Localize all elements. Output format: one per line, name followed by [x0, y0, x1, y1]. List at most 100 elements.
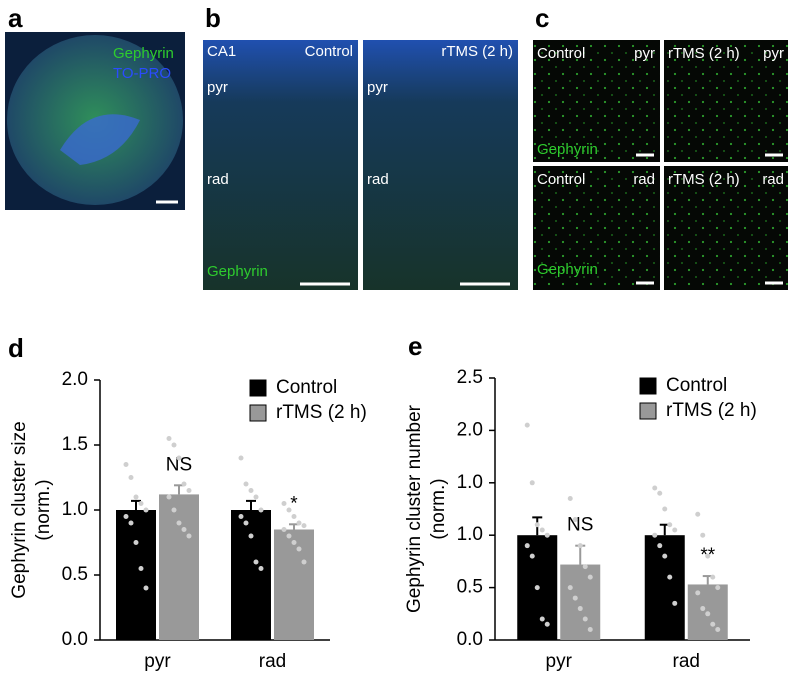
data-point — [301, 523, 307, 529]
x-tick-label: pyr — [144, 651, 171, 672]
legend-label: rTMS (2 h) — [276, 402, 367, 423]
micrograph — [203, 40, 358, 290]
data-point — [128, 520, 134, 526]
bar — [274, 529, 314, 640]
condition-label: rTMS (2 h) — [668, 171, 740, 188]
significance-label: * — [290, 493, 298, 514]
panel-label: b — [205, 3, 221, 33]
significance-label: NS — [166, 454, 192, 475]
bar — [159, 494, 199, 640]
data-point — [672, 600, 678, 606]
y-axis-label: (norm.) — [33, 479, 54, 540]
data-point — [286, 533, 292, 539]
y-tick-label: 2.0 — [457, 419, 483, 440]
data-point — [171, 442, 177, 448]
data-point — [524, 422, 530, 428]
data-point — [143, 507, 149, 513]
data-point — [572, 595, 578, 601]
data-point — [176, 520, 182, 526]
data-point — [301, 559, 307, 565]
data-point — [248, 533, 254, 539]
region-label: CA1 — [207, 43, 236, 60]
layer-label: pyr — [207, 79, 228, 96]
data-point — [667, 522, 673, 528]
micrograph — [533, 166, 660, 290]
data-point — [186, 488, 192, 493]
data-point — [705, 611, 711, 617]
y-tick-label: 1.0 — [62, 499, 88, 520]
y-tick-label: 0.0 — [62, 629, 88, 650]
data-point — [534, 522, 540, 528]
y-tick-label: 0.5 — [457, 577, 483, 598]
legend-swatch — [639, 402, 657, 420]
data-point — [587, 574, 593, 580]
micrograph — [533, 40, 660, 162]
data-point — [253, 559, 259, 565]
data-point — [253, 494, 259, 500]
data-point — [176, 455, 182, 461]
condition-label: rTMS (2 h) — [441, 43, 513, 60]
data-point — [652, 485, 658, 491]
layer-label: rad — [762, 171, 784, 188]
data-point — [657, 543, 663, 549]
y-tick-label: 2.0 — [62, 369, 88, 390]
y-tick-label: 0.5 — [62, 564, 88, 585]
data-point — [534, 585, 540, 591]
condition-label: Control — [305, 43, 353, 60]
data-point — [567, 585, 573, 591]
data-point — [238, 455, 244, 461]
data-point — [143, 585, 149, 591]
data-point — [529, 553, 535, 559]
data-point — [700, 606, 706, 612]
legend-swatch — [249, 404, 267, 422]
data-point — [582, 564, 588, 570]
data-point — [529, 480, 535, 486]
x-tick-label: rad — [673, 651, 700, 672]
data-point — [695, 511, 701, 517]
y-tick-label: 1.0 — [457, 472, 483, 493]
x-tick-label: rad — [259, 651, 286, 672]
legend-label: Control — [276, 377, 337, 398]
data-point — [171, 507, 177, 513]
layer-label: rad — [207, 171, 229, 188]
legend-swatch — [249, 379, 267, 397]
data-point — [662, 553, 668, 559]
data-point — [700, 532, 706, 538]
legend-swatch — [639, 377, 657, 395]
data-point — [248, 488, 254, 493]
bar — [644, 535, 685, 640]
panel-label: a — [8, 3, 23, 33]
layer-label: rad — [367, 171, 389, 188]
micrograph — [664, 166, 788, 290]
data-point — [544, 532, 550, 538]
data-point — [577, 606, 583, 612]
condition-label: rTMS (2 h) — [668, 45, 740, 62]
layer-label: pyr — [634, 45, 655, 62]
micrograph — [664, 40, 788, 162]
data-point — [539, 616, 545, 622]
condition-label: Control — [537, 45, 585, 62]
data-point — [181, 481, 187, 487]
data-point — [181, 527, 187, 532]
data-point — [695, 590, 701, 596]
data-point — [567, 496, 573, 502]
panel-label: e — [408, 331, 422, 361]
panel-label: c — [535, 3, 549, 33]
legend-label: rTMS (2 h) — [666, 400, 757, 421]
data-point — [166, 436, 172, 441]
data-point — [539, 527, 545, 533]
stain-label: Gephyrin — [537, 261, 598, 278]
data-point — [572, 516, 578, 522]
data-point — [166, 494, 172, 500]
data-point — [296, 546, 302, 552]
data-point — [123, 462, 129, 467]
y-tick-label: 0.0 — [457, 629, 483, 650]
data-point — [138, 566, 144, 571]
x-tick-label: pyr — [546, 651, 573, 672]
data-point — [286, 507, 292, 513]
data-point — [281, 527, 287, 532]
bar — [231, 510, 271, 640]
data-point — [672, 527, 678, 533]
data-point — [710, 574, 716, 580]
